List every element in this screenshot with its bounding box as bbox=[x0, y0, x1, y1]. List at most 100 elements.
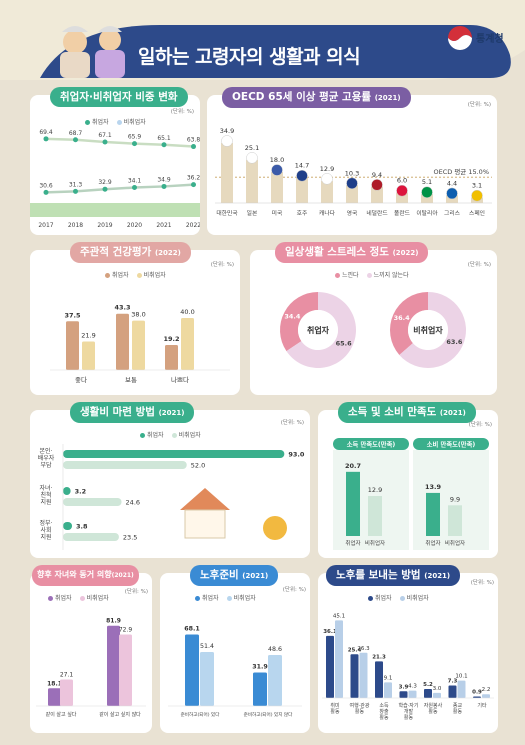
bar bbox=[253, 672, 267, 706]
data-label: 9.4 bbox=[372, 171, 382, 179]
bar bbox=[63, 533, 119, 541]
series-line bbox=[45, 137, 194, 148]
data-label: 3.1 bbox=[472, 182, 482, 190]
living-title-text: 생활비 마련 방법 bbox=[80, 406, 155, 418]
oldage-title: 노후를 보내는 방법 (2021) bbox=[326, 565, 461, 586]
bar bbox=[48, 688, 61, 706]
data-label: 12.9 bbox=[320, 165, 334, 173]
group-header-label: 소득 만족도(만족) bbox=[347, 440, 396, 449]
data-label: 3.9 bbox=[399, 684, 409, 690]
legend-employed: 취업자 bbox=[105, 270, 129, 279]
data-label: 38.0 bbox=[131, 311, 145, 319]
x-tick-label: 나쁘다 bbox=[171, 375, 189, 384]
ratio-title: 취업자·비취업자 비중 변화 bbox=[50, 87, 188, 107]
flag-icon bbox=[421, 186, 433, 198]
living-unit: (단위: %) bbox=[280, 420, 304, 426]
legend-label: 취업자 bbox=[55, 595, 72, 602]
coin-icon bbox=[263, 516, 287, 540]
bar bbox=[60, 679, 73, 706]
oecd-average-label: OECD 평균 15.0% bbox=[433, 167, 489, 176]
data-label: 4.3 bbox=[408, 684, 417, 690]
retire-title-year: (2021) bbox=[242, 572, 269, 580]
panel-oecd: OECD 65세 이상 평균 고용률 (2021) (단위: %) OECD 평… bbox=[207, 87, 497, 235]
flag-icon bbox=[471, 189, 483, 202]
legend-label: 비취업자 bbox=[233, 595, 256, 602]
living-chart: 본인· 배우자 부담 93.0 52.0 자녀· 친척 지원 3.2 24.6 정부· 사회 지원 3.8… bbox=[38, 444, 305, 550]
data-label: 25.4 bbox=[348, 647, 362, 653]
legend-employed: 취업자 bbox=[48, 593, 72, 602]
x-tick-label: 스페인 bbox=[469, 209, 485, 217]
x-tick-label: 그리스 bbox=[444, 209, 461, 217]
legend-label: 느낀다 bbox=[342, 272, 359, 279]
legend-unemployed: 비취업자 bbox=[171, 430, 201, 439]
data-label: 18.0 bbox=[270, 156, 284, 164]
legend-employed: 취업자 bbox=[368, 593, 392, 602]
data-label: 40.0 bbox=[180, 308, 194, 316]
data-label: 0.9 bbox=[472, 689, 482, 695]
health-title: 주관적 건강평가 (2022) bbox=[70, 242, 191, 263]
ratio-chart: 69.4 68.7 67.1 65.9 65.1 63.8 30.6 31.3 32.9 34.1… bbox=[30, 129, 200, 229]
data-label: 14.7 bbox=[295, 162, 309, 170]
data-label: 65.1 bbox=[157, 135, 171, 142]
bar bbox=[119, 634, 132, 706]
oecd-title: OECD 65세 이상 평균 고용률 (2021) bbox=[222, 87, 411, 108]
pie-center-label: 취업자 bbox=[307, 325, 330, 335]
bar bbox=[371, 186, 383, 203]
retire-unit: (단위: %) bbox=[282, 587, 306, 593]
bar bbox=[368, 496, 382, 536]
ground-shape bbox=[30, 203, 200, 217]
bar bbox=[426, 492, 440, 536]
cohabit-title-year: (2021) bbox=[111, 572, 134, 579]
bar bbox=[107, 625, 120, 706]
x-tick-label: 취미 활동 bbox=[330, 702, 340, 715]
satisfaction-title: 소득 및 소비 만족도 (2021) bbox=[338, 402, 476, 423]
x-tick-label: 2017 bbox=[38, 222, 53, 229]
bar bbox=[181, 318, 194, 370]
data-point bbox=[43, 136, 49, 142]
data-label: 18.1 bbox=[47, 680, 62, 687]
x-tick-label: 이탈리아 bbox=[416, 209, 438, 217]
data-label: 63.6 bbox=[446, 338, 463, 346]
living-legend: 취업자 비취업자 bbox=[140, 430, 201, 439]
bar bbox=[185, 634, 199, 706]
panel-oldage: 노후를 보내는 방법 (2021) (단위: %) 취업자 비취업자 36.1 4… bbox=[318, 565, 498, 733]
data-label: 25.1 bbox=[245, 144, 259, 152]
group-header-label: 소비 만족도(만족) bbox=[427, 440, 476, 449]
panel-satisfaction: 소득 및 소비 만족도 (2021) (단위: %) 소득 만족도(만족) 20.… bbox=[318, 402, 498, 558]
bar bbox=[482, 694, 490, 698]
flag-icon bbox=[446, 187, 458, 200]
data-label: 5.2 bbox=[423, 682, 433, 688]
stress-legend: 느낀다 느끼지 않는다 bbox=[335, 270, 409, 279]
satisfaction-chart: 소득 만족도(만족) 20.7 취업자 12.9 비취업자 소비 만족도(만족) 13.9 취… bbox=[333, 438, 489, 550]
data-label: 3.8 bbox=[76, 523, 88, 531]
data-label: 21.3 bbox=[372, 654, 386, 660]
bar bbox=[66, 321, 79, 370]
legend-label: 비취업자 bbox=[143, 272, 166, 279]
oldage-legend: 취업자 비취업자 bbox=[368, 593, 429, 602]
legend-unemployed: 비취업자 bbox=[399, 593, 429, 602]
legend-label: 비취업자 bbox=[123, 119, 146, 126]
data-label: 23.5 bbox=[123, 534, 137, 542]
data-label: 31.3 bbox=[69, 181, 83, 188]
x-tick-label: 자원봉사 활동 bbox=[424, 702, 443, 715]
data-label: 10.1 bbox=[455, 674, 467, 680]
bar bbox=[132, 320, 145, 370]
government-logo-icon bbox=[448, 26, 472, 50]
y-tick-label: 본인· 배우자 부담 bbox=[38, 448, 55, 469]
bar bbox=[448, 685, 457, 698]
data-point bbox=[102, 139, 108, 145]
flag-icon bbox=[371, 179, 383, 191]
house-roof-icon bbox=[180, 488, 230, 510]
health-title-text: 주관적 건강평가 bbox=[80, 246, 152, 258]
pie-slice bbox=[399, 292, 466, 368]
data-label: 7.3 bbox=[448, 678, 458, 684]
legend-label: 취업자 bbox=[147, 432, 164, 439]
data-label: 32.9 bbox=[98, 179, 112, 186]
legend-feel: 느낀다 bbox=[335, 270, 359, 279]
legend-label: 취업자 bbox=[375, 595, 392, 602]
data-label: 2.2 bbox=[482, 687, 491, 693]
bar bbox=[421, 194, 433, 203]
data-label: 34.1 bbox=[128, 178, 142, 185]
retire-title-text: 노후준비 bbox=[200, 569, 239, 581]
data-label: 65.6 bbox=[336, 340, 353, 348]
